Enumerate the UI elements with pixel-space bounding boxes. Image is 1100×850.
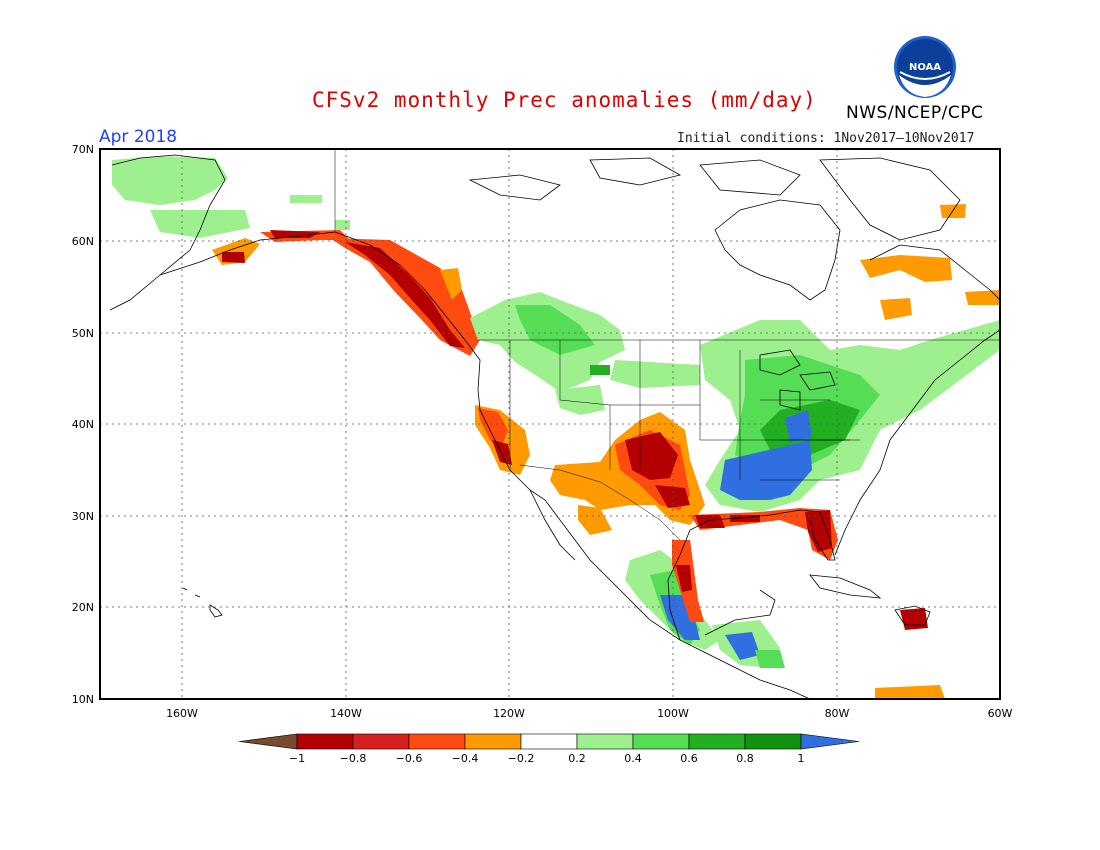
lon-label: 100W [657,707,689,720]
lat-label: 10N [72,693,94,706]
initial-conditions: Initial conditions: 1Nov2017–10Nov2017 [677,131,975,146]
legend-swatch [520,733,578,750]
legend-label: −0.2 [508,752,535,765]
legend-swatch [688,733,746,750]
legend-swatch [744,733,802,750]
legend-swatch [296,733,354,750]
noaa-logo: NOAA [894,36,956,98]
plot-frame [99,148,1001,700]
lon-label: 80W [825,707,850,720]
lon-label: 60W [988,707,1013,720]
legend-swatch [464,733,522,750]
lat-label: 20N [72,601,94,614]
legend-label: 0.6 [680,752,698,765]
logo-text: NOAA [909,62,941,73]
lat-axis: 70N 60N 50N 40N 30N 20N 10N [72,143,94,706]
legend-swatch [408,733,466,750]
plot-area [100,149,1000,699]
legend-label: −1 [289,752,305,765]
lat-label: 60N [72,235,94,248]
lon-axis: 160W 140W 120W 100W 80W 60W [166,707,1012,720]
forecast-month: Apr 2018 [99,127,178,147]
lat-label: 50N [72,327,94,340]
borders [334,150,1000,541]
legend-label: 0.8 [736,752,754,765]
lat-label: 30N [72,510,94,523]
org-label: NWS/NCEP/CPC [846,103,984,123]
lon-label: 120W [493,707,525,720]
legend-label: 0.2 [568,752,586,765]
legend-label: −0.6 [396,752,423,765]
legend-arrow-low [238,733,298,750]
lon-label: 160W [166,707,198,720]
legend-label: −0.8 [340,752,367,765]
anomaly-shading [112,156,1000,699]
legend-label: 0.4 [624,752,642,765]
gridlines [100,149,1000,699]
legend-arrow-high [800,733,860,750]
legend-label: 1 [798,752,805,765]
legend-swatch [352,733,410,750]
legend-swatch [632,733,690,750]
map-title: CFSv2 monthly Prec anomalies (mm/day) [312,88,817,112]
lat-label: 40N [72,418,94,431]
lon-label: 140W [330,707,362,720]
coastlines [109,154,1000,699]
color-legend: −1 −0.8 −0.6 −0.4 −0.2 0.2 0.4 0.6 0.8 1 [238,733,860,765]
legend-swatch [576,733,634,750]
lat-label: 70N [72,143,94,156]
legend-label: −0.4 [452,752,479,765]
